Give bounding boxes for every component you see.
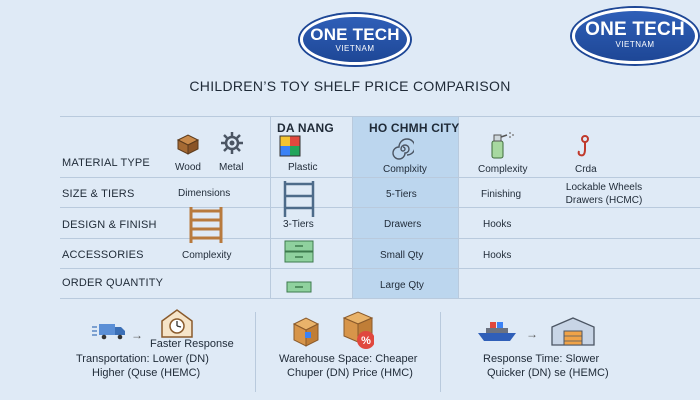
cell-crda: Crda (575, 164, 597, 175)
row-label-order: ORDER QUANTITY (62, 277, 164, 289)
row-label-accessories: ACCESSORIES (62, 249, 144, 261)
boxes-icon: % (292, 311, 374, 349)
section-divider (255, 312, 256, 392)
section-divider (440, 312, 441, 392)
cell-complexity: Complexity (478, 164, 528, 175)
plastic-cube-icon (279, 135, 301, 157)
logo-name: ONE TECH (310, 25, 400, 44)
wood-block-icon (176, 134, 200, 155)
arrow-icon: → (131, 328, 143, 342)
grid-line (60, 116, 700, 117)
cell-wood: Wood (175, 162, 201, 173)
grid-line (458, 116, 459, 298)
arrow-icon: → (526, 327, 538, 341)
spiral-icon (392, 138, 414, 160)
hook-icon (577, 135, 589, 157)
cell-five-tiers: 5-Tiers (386, 189, 417, 200)
transportation-line-1: Transportation: Lower (DN) (76, 353, 209, 365)
row-label-material: MATERIAL TYPE (62, 157, 150, 169)
column-header-da-nang: DA NANG (277, 121, 334, 135)
grid-line (60, 207, 700, 208)
cell-small-qty: Small Qty (380, 250, 424, 261)
gear-icon (221, 132, 243, 154)
cell-complexity-accessories: Complexity (182, 250, 232, 261)
grid-line (352, 116, 353, 298)
transportation-line-2: Higher (Quse (HEMC) (92, 367, 201, 379)
warehouse-icon (551, 317, 595, 346)
grid-line (60, 298, 700, 299)
logo-name: ONE TECH (585, 19, 685, 40)
cell-dimensions: Dimensions (178, 188, 231, 199)
row-label-size: SIZE & TIERS (62, 188, 135, 200)
faster-response-label: Faster Response (150, 338, 234, 350)
warehouse-line-2: Chuper (DN) Price (HMC) (287, 367, 413, 379)
grid-line (270, 116, 271, 298)
row-label-design: DESIGN & FINISH (62, 219, 157, 231)
truck-icon (92, 324, 125, 340)
cell-complxity: Complxity (383, 164, 427, 175)
company-logo-corner: ONE TECH VIETNAM (572, 8, 698, 64)
grid-line (60, 268, 700, 269)
metal-shelf-icon (283, 181, 315, 217)
page-title: CHILDREN’S TOY SHELF PRICE COMPARISON (189, 78, 511, 94)
ship-icon (478, 322, 516, 341)
clock-house-icon (161, 309, 193, 338)
spray-bottle-icon (491, 132, 514, 159)
cell-hooks: Hooks (483, 219, 512, 230)
svg-text:%: % (361, 335, 371, 347)
cell-three-tiers: 3-Tiers (283, 219, 314, 230)
cell-lockable-drawers: Drawers (HCMC) (565, 195, 643, 206)
response-line-1: Response Time: Slower (483, 353, 600, 365)
cell-large-qty: Large Qty (380, 280, 424, 291)
drawer-icon (286, 281, 312, 293)
wooden-shelf-icon (189, 207, 223, 243)
cell-plastic: Plastic (288, 162, 318, 173)
company-logo: ONE TECH VIETNAM (300, 14, 410, 65)
grid-line (60, 177, 700, 178)
cell-lockable-wheels: Lockable Wheels (565, 182, 643, 193)
response-line-2: Quicker (DN) se (HEMC) (487, 367, 609, 379)
column-header-hcmc: HO CHMH CITY (369, 121, 460, 135)
logo-sub: VIETNAM (615, 40, 655, 49)
cell-finishing: Finishing (481, 189, 522, 200)
cell-hooks-2: Hooks (483, 250, 512, 261)
logo-sub: VIETNAM (335, 44, 375, 53)
drawer-icon (284, 240, 314, 263)
grid-line (60, 238, 700, 239)
warehouse-line-1: Warehouse Space: Cheaper (279, 353, 418, 365)
cell-drawers: Drawers (384, 219, 422, 230)
cell-metal: Metal (219, 162, 244, 173)
